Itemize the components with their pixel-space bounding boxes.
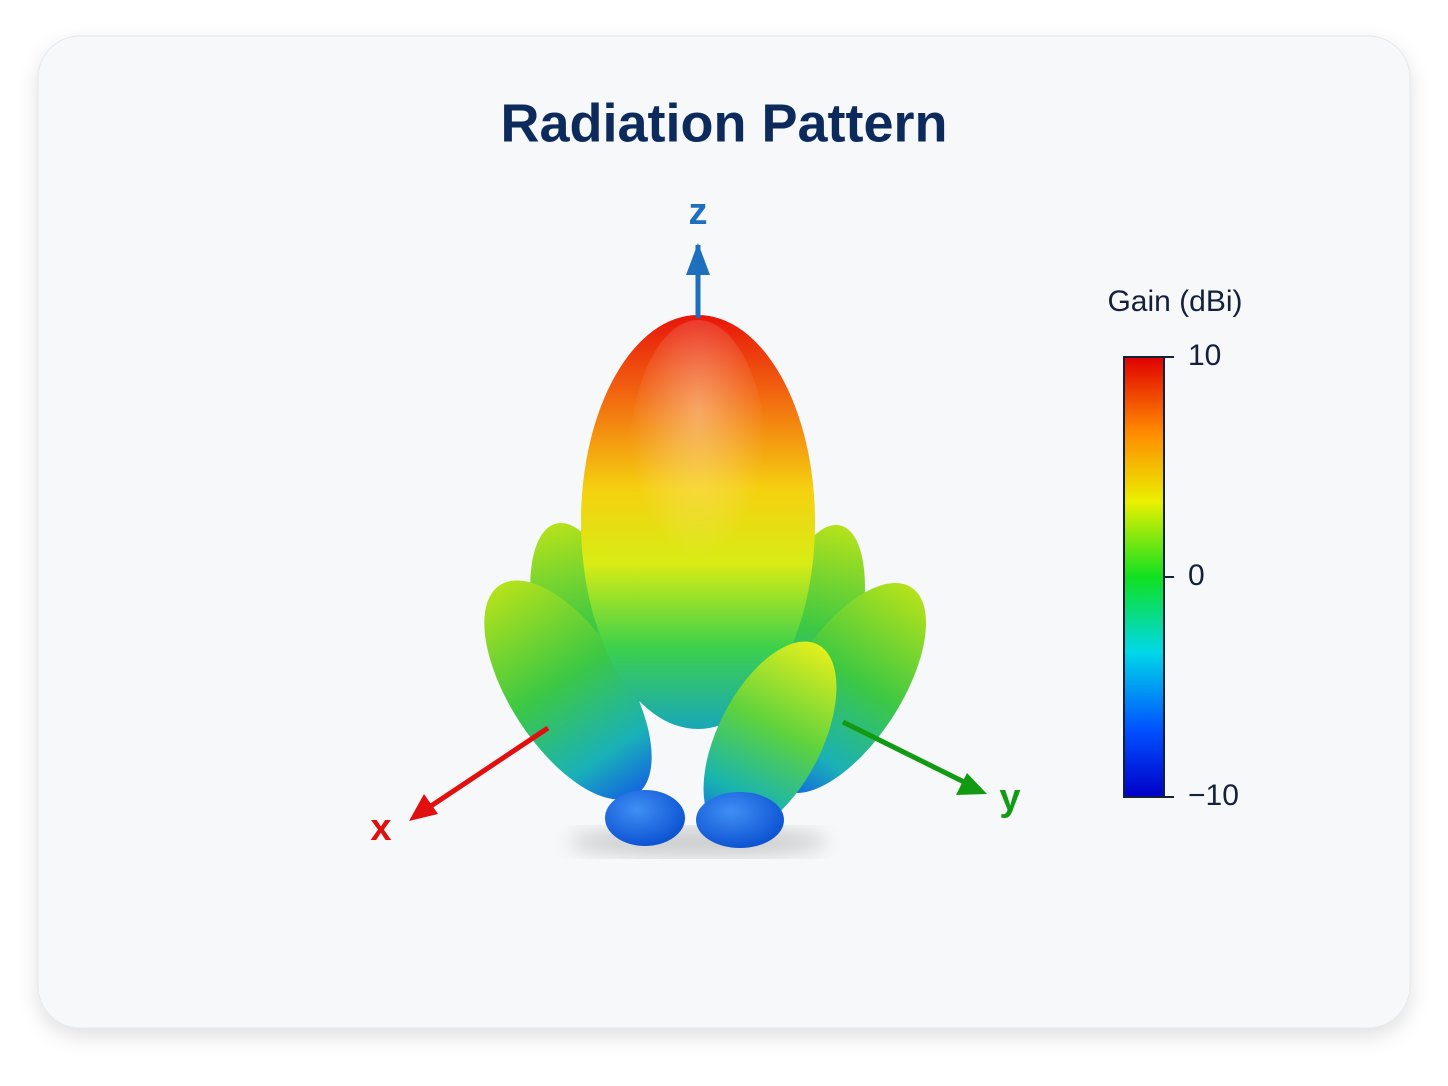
back-lobe: [605, 790, 685, 846]
back-lobe: [696, 792, 784, 848]
chart-title: Radiation Pattern: [500, 93, 947, 153]
side-lobe: [484, 580, 652, 800]
colorbar-tick-label: 10: [1188, 339, 1221, 372]
y-label: y: [999, 777, 1020, 819]
front-lobe: [703, 641, 837, 835]
y-arrowhead: [956, 773, 987, 795]
pattern: [484, 315, 926, 856]
colorbar-tick-label: 0: [1188, 559, 1205, 592]
colorbar-scale: [1123, 356, 1165, 798]
x-arrowhead: [409, 794, 438, 821]
z-arrowhead: [686, 243, 710, 275]
colorbar-label: Gain (dBi): [1107, 285, 1242, 318]
colorbar: Gain (dBi) 10 0 −10: [1107, 285, 1242, 812]
x-axis: [423, 725, 550, 813]
colorbar-tick-label: −10: [1188, 779, 1239, 812]
x-label: x: [370, 807, 391, 849]
highlight: [628, 320, 768, 620]
axes: z x y: [370, 191, 1020, 849]
shadow: [568, 828, 828, 856]
y-axis: [841, 719, 970, 787]
z-label: z: [689, 191, 708, 233]
